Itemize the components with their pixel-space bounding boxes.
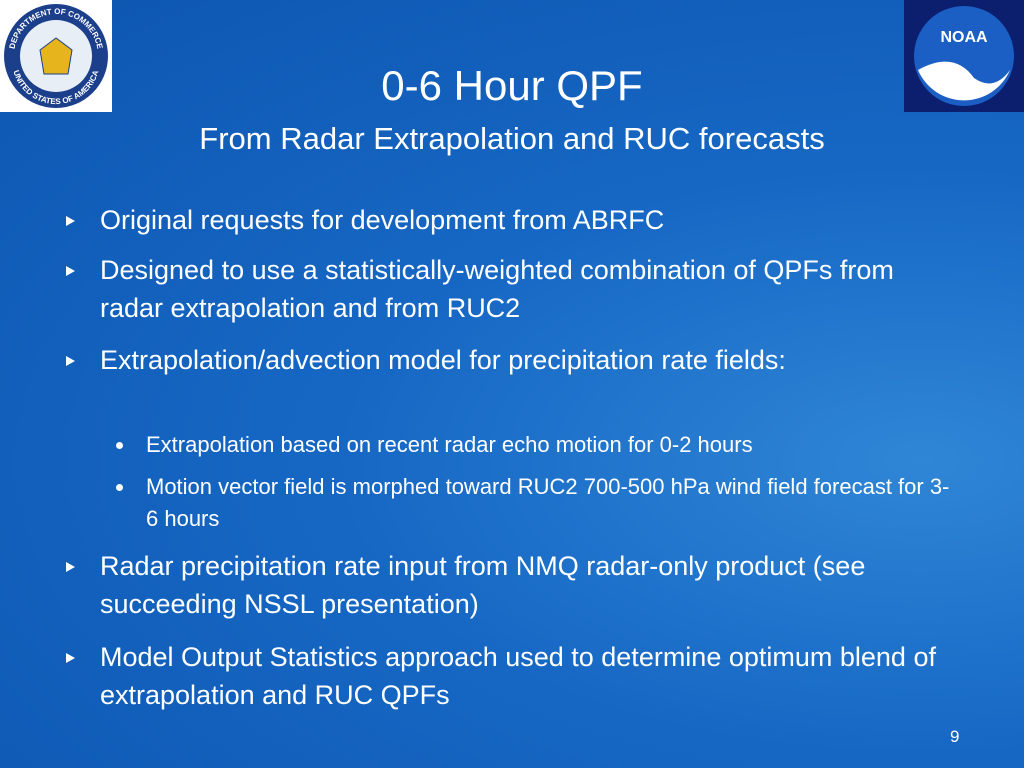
sub-bullet: Extrapolation based on recent radar echo… [116,429,956,461]
sub-bullet: Motion vector field is morphed toward RU… [116,471,956,535]
noaa-logo: NOAA [904,0,1024,112]
page-number: 9 [950,727,960,746]
noaa-text: NOAA [940,29,988,46]
bullet: Model Output Statistics approach used to… [66,638,950,714]
bullet: Designed to use a statistically-weighted… [66,251,950,327]
bullet: Radar precipitation rate input from NMQ … [66,547,950,623]
bullet: Extrapolation/advection model for precip… [66,341,950,379]
commerce-seal: DEPARTMENT OF COMMERCE UNITED STATES OF … [0,0,112,112]
bullet: Original requests for development from A… [66,201,950,239]
slide-title: 0-6 Hour QPF [381,62,643,109]
slide-subtitle: From Radar Extrapolation and RUC forecas… [199,121,825,156]
